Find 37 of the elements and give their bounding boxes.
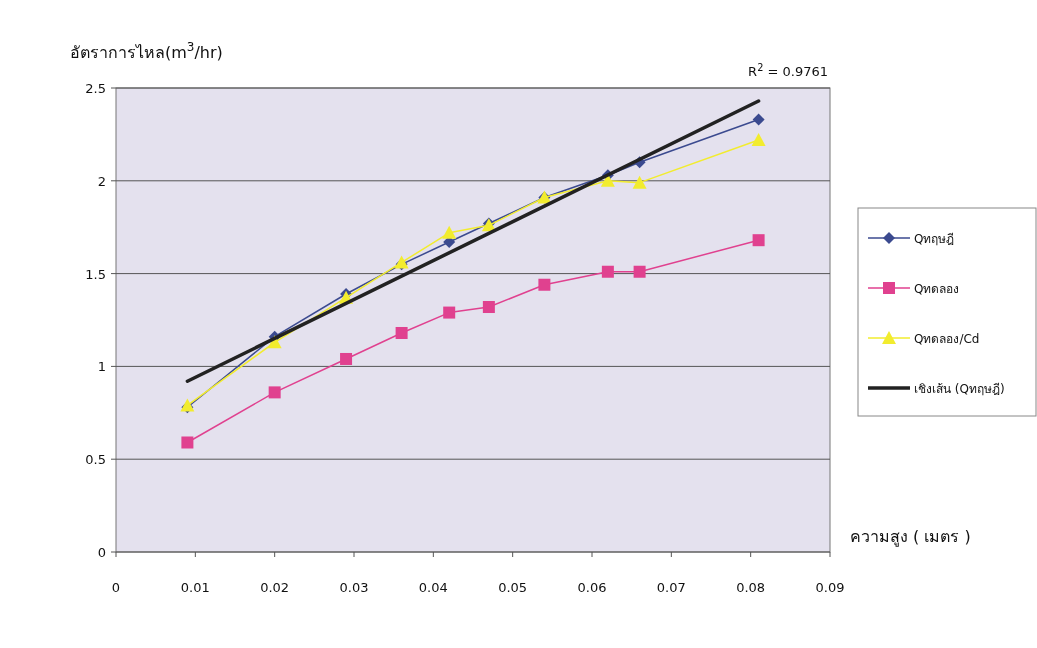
x-tick-label: 0.06 (577, 580, 607, 595)
point (482, 301, 495, 314)
x-tick-label: 0.05 (498, 580, 528, 595)
point (633, 265, 646, 278)
y-axis-title: อัตราการไหล(m$^{3}$/hr) (70, 40, 223, 62)
x-axis-title: ความสูง ( เมตร ) (850, 527, 971, 547)
y-tick-label: 0 (97, 545, 106, 560)
point (751, 132, 766, 146)
point (268, 386, 281, 399)
y-tick-label: 1.5 (85, 266, 106, 282)
y-tick-label: 0.5 (85, 452, 106, 468)
legend-label: Qทฤษฎี (914, 232, 955, 246)
x-tick-label: 0.03 (339, 580, 369, 595)
point (442, 225, 457, 239)
point (443, 306, 456, 319)
x-tick-label: 0.04 (418, 580, 448, 595)
point (181, 436, 194, 449)
legend-label: Qทดลอง/Cd (914, 332, 980, 346)
point (395, 326, 408, 339)
x-tick-label: 0.07 (656, 580, 686, 595)
x-tick-label: 0.09 (815, 580, 845, 595)
x-tick-label: 0.02 (260, 580, 290, 595)
point (632, 175, 647, 189)
legend-label: Qทดลอง (914, 282, 960, 296)
point (752, 113, 765, 126)
y-tick-label: 2 (97, 173, 106, 189)
point (752, 234, 765, 247)
x-tick-label: 0.08 (736, 580, 766, 595)
legend-label: เชิงเส้น (Qทฤษฎี) (914, 382, 1005, 396)
text: R$^{2}$ = 0.9761 (748, 61, 828, 79)
y-tick-label: 1 (97, 359, 106, 375)
point (538, 278, 551, 291)
point (601, 265, 614, 278)
point (340, 352, 353, 365)
x-tick-label: 0.01 (180, 580, 210, 595)
y-tick-label: 2.5 (85, 81, 106, 96)
x-tick-label: 0 (111, 580, 121, 595)
